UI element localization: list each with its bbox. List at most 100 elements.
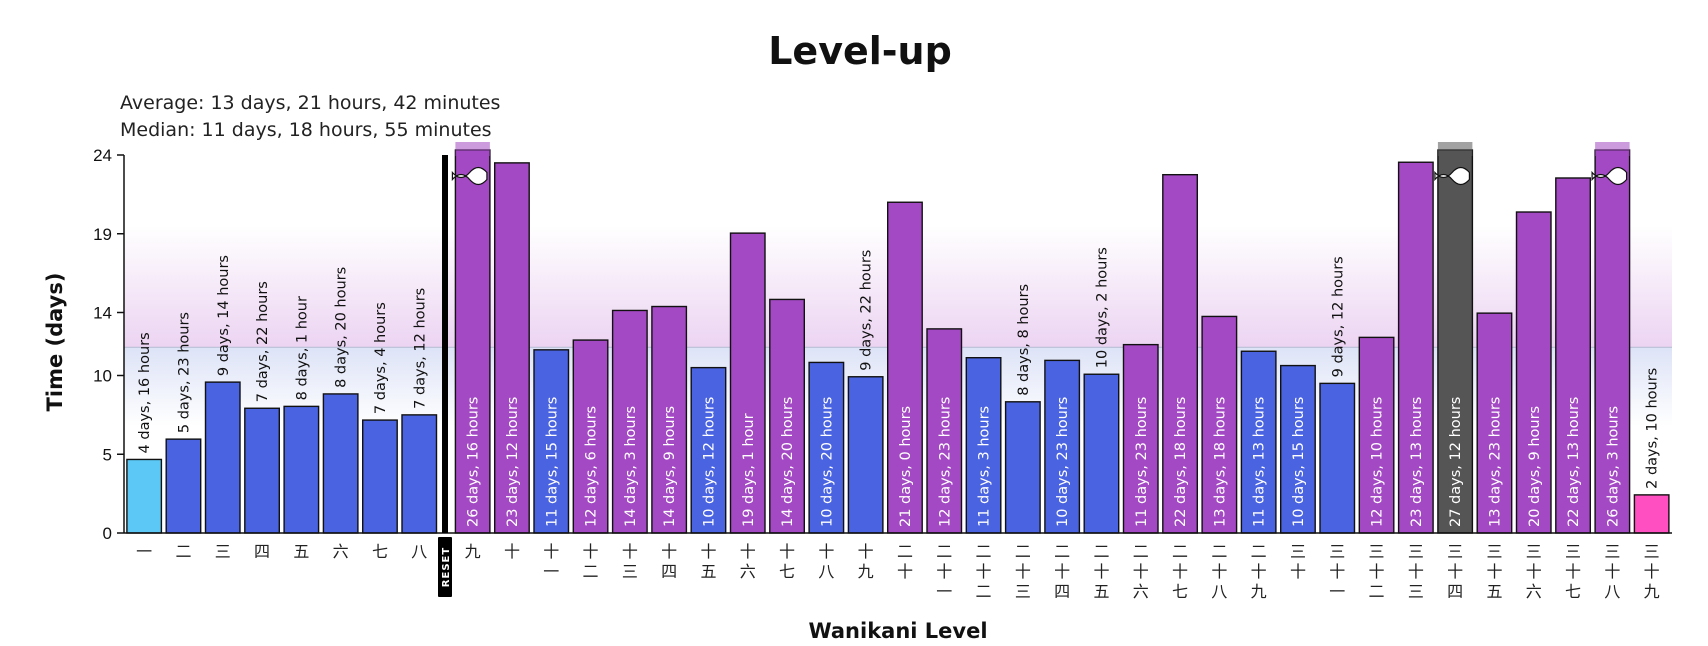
x-tick-label: 三 — [215, 542, 231, 561]
bar[interactable] — [322, 393, 359, 534]
bar[interactable] — [1515, 211, 1552, 534]
bar[interactable] — [1397, 161, 1434, 534]
bar[interactable] — [1594, 149, 1631, 534]
x-tick-label: 十 — [543, 542, 559, 561]
x-tick-label: 五 — [1093, 582, 1109, 601]
bar[interactable] — [204, 381, 241, 534]
x-tick-label: 二 — [897, 542, 913, 561]
x-tick-label: 二 — [583, 562, 599, 581]
bar-group: 11 days, 3 hours — [965, 357, 1002, 534]
bar-value-label: 4 days, 16 hours — [137, 332, 153, 453]
bar[interactable] — [1083, 373, 1120, 534]
x-tick-label: 十 — [1133, 562, 1149, 581]
bar-value-label: 27 days, 12 hours — [1448, 397, 1464, 527]
bar[interactable] — [126, 458, 163, 534]
x-tick-label: 六 — [740, 562, 756, 581]
x-tick-label: 十 — [1015, 562, 1031, 581]
bar[interactable] — [1358, 336, 1395, 534]
bar[interactable] — [494, 162, 530, 534]
x-tick-label: 一 — [1329, 582, 1345, 601]
bar-value-label: 21 days, 0 hours — [898, 406, 914, 527]
bar[interactable] — [651, 305, 688, 534]
bar[interactable] — [1555, 177, 1592, 534]
x-tick-label: 一 — [543, 562, 559, 581]
bar[interactable] — [1279, 364, 1316, 534]
x-tick-label: 二 — [1133, 542, 1149, 561]
bar-value-label: 23 days, 12 hours — [505, 397, 521, 527]
bar-value-label: 20 days, 9 hours — [1527, 406, 1543, 527]
x-tick-label: 十 — [1369, 562, 1385, 581]
bar[interactable] — [690, 366, 727, 534]
bar-group: 12 days, 6 hours — [572, 339, 609, 534]
bar-value-label: 11 days, 13 hours — [1252, 397, 1268, 527]
y-tick-label: 5 — [103, 445, 112, 464]
bar[interactable] — [808, 361, 845, 534]
bar[interactable] — [1162, 173, 1199, 534]
bar[interactable] — [244, 407, 281, 534]
reset-line — [442, 155, 448, 533]
bar[interactable] — [1240, 350, 1277, 534]
bar-value-label: 10 days, 2 hours — [1094, 247, 1110, 368]
bar[interactable] — [572, 339, 609, 534]
bar-group: 22 days, 13 hours — [1555, 177, 1592, 534]
bar[interactable] — [611, 309, 648, 534]
x-tick-label: 十 — [740, 542, 756, 561]
bar[interactable] — [165, 438, 202, 534]
bar[interactable] — [847, 376, 884, 534]
x-tick-label: 九 — [1644, 582, 1660, 601]
bar[interactable] — [1437, 149, 1474, 534]
bar[interactable] — [1004, 401, 1041, 534]
axis-break-marker — [451, 166, 488, 186]
x-tick-label: 七 — [372, 542, 388, 561]
bar[interactable] — [1319, 382, 1356, 534]
x-tick-label: 四 — [1054, 582, 1070, 601]
x-tick-label: 八 — [1211, 582, 1227, 601]
bar-group: 23 days, 12 hours — [494, 162, 530, 534]
x-tick-label: 九 — [858, 562, 874, 581]
x-tick-label: 二 — [936, 542, 952, 561]
bar-group: 5 days, 23 hours — [165, 312, 202, 534]
bar-group: 13 days, 23 hours — [1476, 312, 1513, 534]
bar-group: 8 days, 20 hours — [322, 267, 359, 534]
bar[interactable] — [1122, 343, 1159, 534]
bar-group: 14 days, 20 hours — [769, 298, 805, 534]
bar[interactable] — [926, 328, 963, 534]
bar-value-label: 19 days, 1 hour — [741, 413, 757, 527]
x-tick-label: 四 — [254, 542, 270, 561]
x-tick-label: 十 — [936, 562, 952, 581]
bar-group: 10 days, 2 hours — [1083, 247, 1120, 534]
bar-value-label: 10 days, 20 hours — [819, 397, 835, 527]
bar[interactable] — [769, 298, 805, 534]
bar[interactable] — [362, 419, 398, 534]
bar[interactable] — [1633, 494, 1670, 534]
y-axis: 0 5 10 14 19 24 — [93, 146, 125, 543]
bar[interactable] — [1476, 312, 1513, 534]
bar-group: 8 days, 1 hour — [283, 296, 320, 534]
bar[interactable] — [1044, 359, 1081, 534]
bar[interactable] — [729, 232, 766, 534]
bar-overflow-cap — [1595, 142, 1630, 156]
x-tick-label: 二 — [1093, 542, 1109, 561]
x-tick-label: 十 — [622, 542, 638, 561]
bar-group: 2 days, 10 hours — [1633, 368, 1670, 534]
bar-value-label: 10 days, 15 hours — [1291, 397, 1307, 527]
bar[interactable] — [965, 357, 1002, 534]
bar-value-label: 10 days, 23 hours — [1055, 397, 1071, 527]
bar-value-label: 22 days, 13 hours — [1566, 397, 1582, 527]
x-tick-label: 十 — [897, 562, 913, 581]
bar-group: 26 days, 3 hours — [1591, 142, 1631, 534]
bar-group: 10 days, 12 hours — [690, 366, 727, 534]
bar[interactable] — [533, 349, 570, 534]
bar[interactable] — [283, 405, 320, 534]
bar-value-label: 22 days, 18 hours — [1173, 397, 1189, 527]
x-tick-label: 十 — [1329, 562, 1345, 581]
x-tick-label: 十 — [1526, 562, 1542, 581]
x-tick-label: 二 — [175, 542, 191, 561]
x-tick-label: 三 — [1565, 542, 1581, 561]
x-tick-label: 七 — [1565, 582, 1581, 601]
bar[interactable] — [401, 414, 438, 534]
bar-value-label: 7 days, 4 hours — [373, 302, 389, 414]
y-tick-label: 10 — [93, 367, 112, 386]
bar-group: 11 days, 15 hours — [533, 349, 570, 534]
